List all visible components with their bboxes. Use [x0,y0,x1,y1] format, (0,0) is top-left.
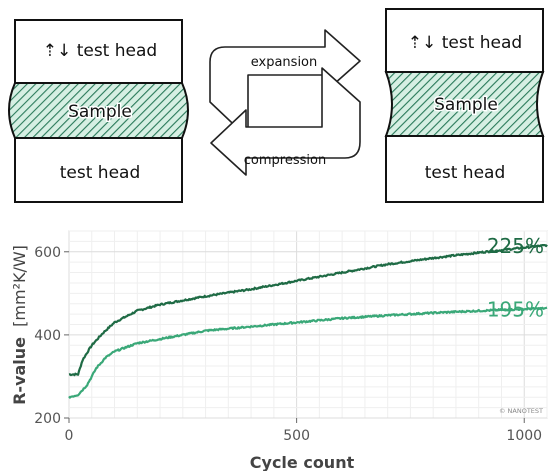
y-tick-label: 200 [34,411,61,427]
left-bottom-head-label: test head [60,163,141,183]
schematic-left: ⇡↓ test head Sample test head [8,19,189,203]
right-sample-necked [384,71,545,137]
series-line-lower [68,306,548,399]
x-axis-label: Cycle count [250,453,355,471]
watermark: © NANOTEST [499,407,543,415]
cycle-arrows: expansion compression [209,29,361,176]
x-tick-label: 500 [283,428,310,444]
compression-arrow [210,67,361,176]
y-axis-label: R-value [mm²K/W] [10,245,29,405]
series-end-label: 195% [487,297,544,321]
y-axis-label-unit: [mm²K/W] [10,245,29,327]
y-tick-label: 600 [34,245,61,261]
expansion-label: expansion [251,55,318,70]
compression-label: compression [244,153,326,168]
y-tick-label: 400 [34,328,61,344]
x-tick-label: 1000 [506,428,542,444]
y-axis-label-main: R-value [10,337,29,405]
left-sample-bulged [8,82,189,139]
series-end-label: 225% [487,234,544,258]
chart: 225% 195% 0 500 1000 200 400 600 © NANOTEST Cy… [10,230,548,471]
series-layer: 225% 195% [68,234,548,399]
right-bottom-head-label: test head [425,163,506,183]
left-top-head-label: ⇡↓ test head [43,41,157,61]
tick-layer: 0 500 1000 200 400 600 [34,245,542,444]
left-sample-label: Sample [68,102,132,122]
series-line-upper [68,244,548,377]
right-top-head-label: ⇡↓ test head [408,33,522,53]
grid-lines [68,230,548,419]
schematic-right: ⇡↓ test head Sample test head [384,8,545,203]
right-sample-label: Sample [434,95,498,115]
x-tick-label: 0 [65,428,74,444]
